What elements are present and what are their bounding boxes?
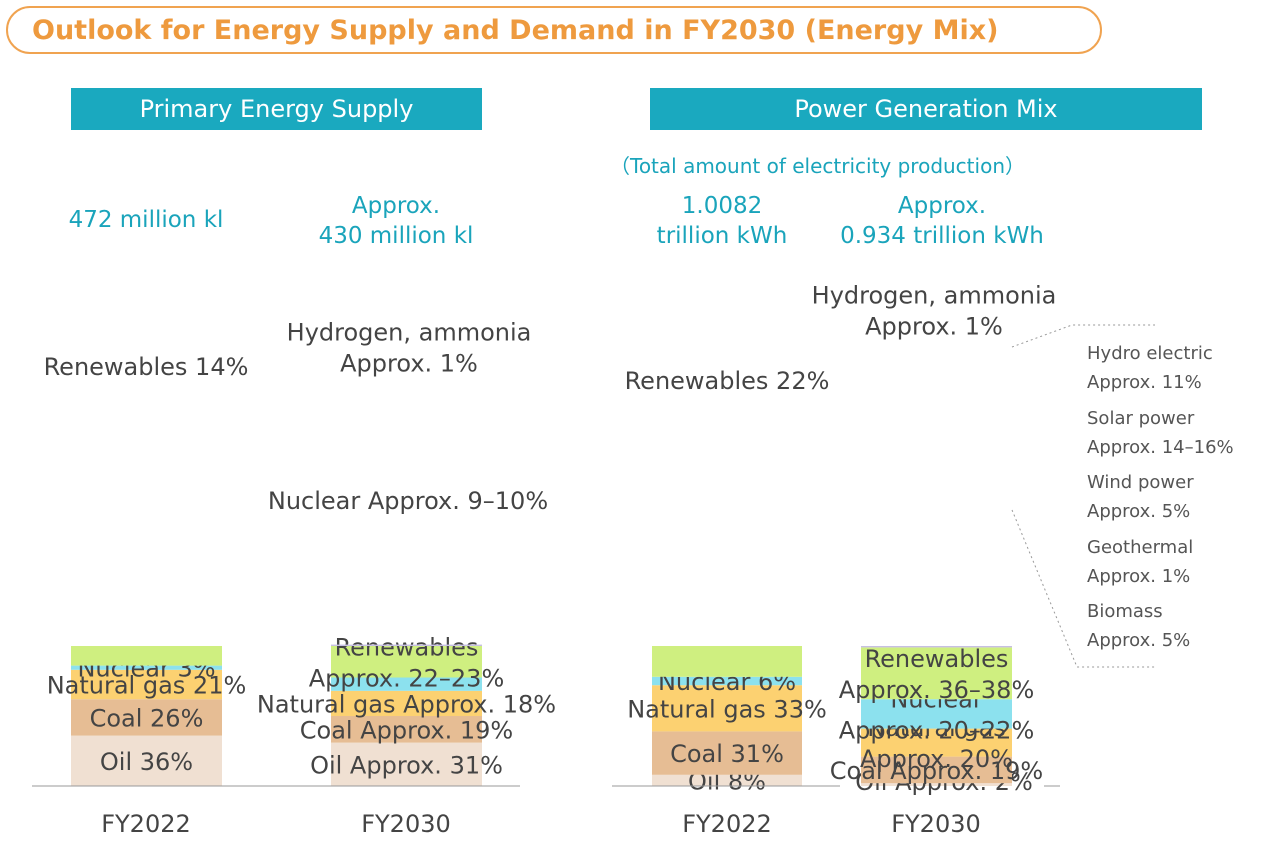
power-fy2030-total-line2: 0.934 trillion kWh: [840, 223, 1044, 249]
primary-fy2022-total: 472 million kl: [68, 207, 224, 233]
power-fy2022-total-line1: 1.0082: [681, 193, 763, 219]
bar-primary-energy-supply-natural-gas-fy2030: [331, 690, 482, 716]
label-primary-energy-supply-renewables-fy2030: Renewables Approx. 22–23%: [309, 633, 505, 692]
bar-power-generation-mix-renewables-fy2022: [652, 646, 802, 677]
power-subtitle: （Total amount of electricity production）: [610, 154, 1025, 178]
bar-power-generation-mix-hydrogen-ammonia-fy2030: [861, 646, 1012, 648]
primary-fy2030-total-line2: 430 million kl: [318, 223, 474, 249]
breakdown-name: Hydro electric: [1087, 343, 1213, 364]
bar-primary-energy-supply-natural-gas-fy2022: [71, 669, 222, 700]
primary-energy-header: Primary Energy Supply: [71, 88, 482, 130]
label-primary-energy-supply-natural-gas-fy2022: Natural gas 21%: [47, 672, 247, 700]
breakdown-name: Solar power: [1087, 408, 1195, 429]
bar-power-generation-mix-coal-fy2030: [861, 756, 1012, 784]
breakdown-name: Biomass: [1087, 601, 1163, 622]
label-primary-energy-supply-hydrogen-ammonia-fy2030: Hydrogen, ammonia Approx. 1%: [287, 319, 532, 378]
renewables-breakdown-bracket: [1011, 324, 1155, 668]
breakdown-value: Approx. 1%: [1087, 566, 1191, 587]
label-primary-energy-supply-coal-fy2022: Coal 26%: [90, 704, 204, 732]
primary-xtick-fy2022: FY2022: [101, 810, 191, 838]
bar-primary-energy-supply-coal-fy2022: [71, 699, 222, 736]
breakdown-value: Approx. 14–16%: [1087, 437, 1234, 458]
chart-power-generation-mix: Oil 8%Oil Approx. 2%Coal 31%Coal Approx.…: [625, 282, 1057, 797]
power-fy2030-total-line1: Approx.: [897, 193, 987, 219]
power-fy2030-total: Approx. 0.934 trillion kWh: [822, 191, 1062, 251]
power-xtick-fy2022: FY2022: [682, 810, 772, 838]
label-primary-energy-supply-oil-fy2030: Oil Approx. 31%: [310, 751, 503, 779]
bar-primary-energy-supply-oil-fy2030: [331, 742, 482, 786]
bar-primary-energy-supply-oil-fy2022: [71, 735, 222, 786]
primary-fy2030-total: Approx. 430 million kl: [296, 191, 496, 251]
breakdown-name: Wind power: [1087, 472, 1194, 493]
page-title: Outlook for Energy Supply and Demand in …: [6, 6, 1102, 54]
renewables-breakdown-solar: Solar power Approx. 14–16%: [1087, 404, 1234, 462]
label-primary-energy-supply-oil-fy2022: Oil 36%: [100, 748, 193, 776]
label-power-generation-mix-coal-fy2022: Coal 31%: [670, 740, 784, 768]
renewables-breakdown-geothermal: Geothermal Approx. 1%: [1087, 533, 1193, 591]
power-fy2022-total-line2: trillion kWh: [656, 223, 788, 249]
breakdown-value: Approx. 11%: [1087, 372, 1202, 393]
bar-primary-energy-supply-nuclear-fy2030: [331, 677, 482, 691]
bar-primary-energy-supply-renewables-fy2030: [331, 646, 482, 678]
bar-power-generation-mix-nuclear-fy2030: [861, 699, 1012, 729]
bar-primary-energy-supply-nuclear-fy2022: [71, 665, 222, 670]
power-xtick-fy2030: FY2030: [891, 810, 981, 838]
bar-power-generation-mix-oil-fy2030: [861, 783, 1012, 786]
label-power-generation-mix-renewables-fy2022: Renewables 22%: [625, 367, 830, 395]
label-power-generation-mix-renewables-fy2030: Renewables Approx. 36–38%: [839, 645, 1035, 704]
label-primary-energy-supply-nuclear-fy2030: Nuclear Approx. 9–10%: [268, 487, 548, 515]
renewables-breakdown-biomass: Biomass Approx. 5%: [1087, 597, 1190, 655]
bar-primary-energy-supply-hydrogen-ammonia-fy2030: [331, 644, 482, 646]
primary-xtick-fy2030: FY2030: [361, 810, 451, 838]
breakdown-value: Approx. 5%: [1087, 501, 1191, 522]
bar-power-generation-mix-natural-gas-fy2030: [861, 728, 1012, 757]
bar-power-generation-mix-renewables-fy2030: [861, 647, 1012, 700]
power-fy2022-total: 1.0082 trillion kWh: [622, 191, 822, 251]
renewables-breakdown-wind: Wind power Approx. 5%: [1087, 468, 1194, 526]
bar-primary-energy-supply-renewables-fy2022: [71, 646, 222, 666]
label-power-generation-mix-coal-fy2030: Coal Approx. 19%: [830, 757, 1043, 785]
bar-power-generation-mix-coal-fy2022: [652, 731, 802, 775]
bar-primary-energy-supply-coal-fy2030: [331, 716, 482, 743]
breakdown-value: Approx. 5%: [1087, 630, 1191, 651]
bar-power-generation-mix-natural-gas-fy2022: [652, 685, 802, 732]
power-generation-header: Power Generation Mix: [650, 88, 1202, 130]
label-primary-energy-supply-coal-fy2030: Coal Approx. 19%: [300, 716, 513, 744]
label-primary-energy-supply-natural-gas-fy2030: Natural gas Approx. 18%: [257, 690, 556, 718]
label-power-generation-mix-natural-gas-fy2022: Natural gas 33%: [627, 695, 827, 723]
label-power-generation-mix-nuclear-fy2030: Nuclear Approx. 20–22%: [839, 685, 1035, 744]
label-primary-energy-supply-renewables-fy2022: Renewables 14%: [44, 353, 249, 381]
chart-primary-energy-supply: Oil 36% Oil Approx. 31% Coal 26% Coal Appro…: [44, 319, 556, 786]
breakdown-name: Geothermal: [1087, 537, 1194, 558]
label-power-generation-mix-hydrogen-ammonia-fy2030: Hydrogen, ammonia Approx. 1%: [812, 282, 1057, 341]
bar-power-generation-mix-nuclear-fy2022: [652, 676, 802, 686]
renewables-breakdown-hydro: Hydro electric Approx. 11%: [1087, 339, 1213, 397]
bar-power-generation-mix-oil-fy2022: [652, 774, 802, 786]
primary-fy2030-total-line1: Approx.: [351, 193, 441, 219]
